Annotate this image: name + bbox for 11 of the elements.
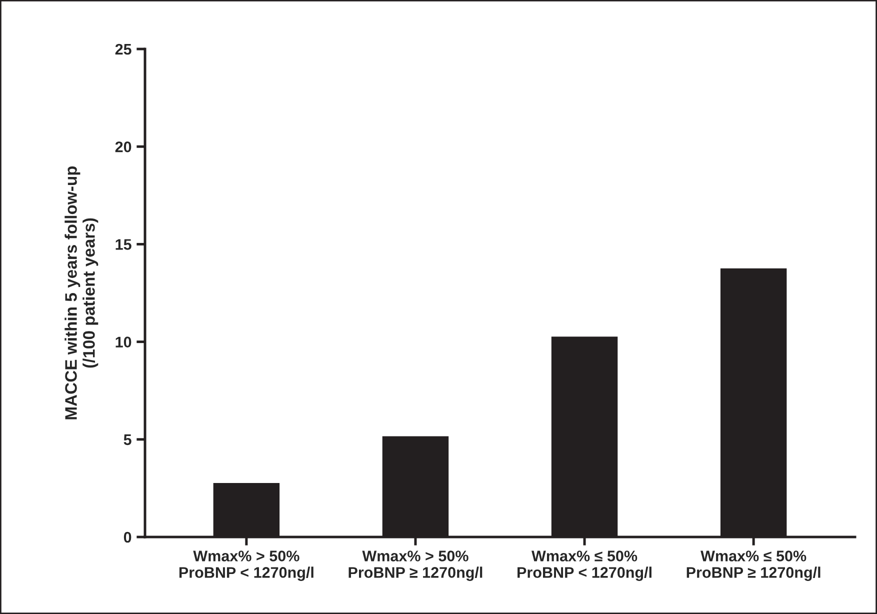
y-tick-label: 20 (115, 141, 132, 152)
y-tick-label: 25 (115, 44, 132, 55)
y-tick-label: 10 (116, 336, 132, 348)
x-tick-label: Wmax% > 50% ProBNP ≥ 1270ng/l (348, 550, 482, 581)
y-tick-label: 0 (124, 532, 132, 543)
x-tick-label: Wmax% ≤ 50% ProBNP ≥ 1270ng/l (686, 550, 820, 581)
y-tick-label: 5 (124, 434, 132, 446)
y-axis-title: MACCE within 5 years follow-up (/100 patient years) (64, 166, 98, 420)
x-tick-label: Wmax% ≤ 50% ProBNP < 1270ng/l (518, 550, 652, 581)
x-tick-label: Wmax% > 50% ProBNP < 1270ng/l (179, 550, 314, 581)
y-tick-label: 15 (116, 239, 132, 250)
